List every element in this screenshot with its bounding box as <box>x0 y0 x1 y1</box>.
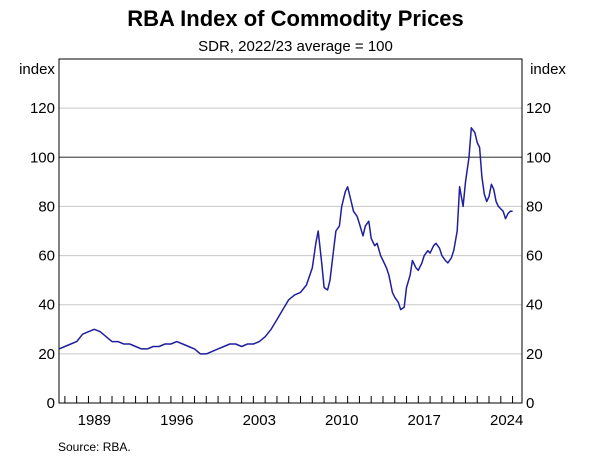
y-tick-label-left: 60 <box>38 248 55 265</box>
y-tick-label-right: 60 <box>526 248 543 265</box>
x-tick-label-2003: 2003 <box>243 412 276 429</box>
series-layer <box>58 127 513 355</box>
y-tick-label-left: 120 <box>30 100 55 117</box>
x-tick-label-2010: 2010 <box>325 412 358 429</box>
plot-frame <box>58 58 523 404</box>
y-tick-label-right: 80 <box>526 198 543 215</box>
y-tick-label-right: 100 <box>526 149 551 166</box>
y-tick-label-right: 20 <box>526 346 543 363</box>
x-tick-label-1996: 1996 <box>160 412 193 429</box>
x-tick-label-2024: 2024 <box>490 412 523 429</box>
y-axis-label-right: index <box>530 61 566 78</box>
y-tick-label-left: 0 <box>47 395 55 412</box>
y-tick-label-left: 80 <box>38 198 55 215</box>
x-tick-label-1989: 1989 <box>78 412 111 429</box>
x-tick-label-2017: 2017 <box>408 412 441 429</box>
y-tick-label-left: 100 <box>30 149 55 166</box>
series-line-0 <box>58 127 513 355</box>
chart-title: RBA Index of Commodity Prices <box>127 6 464 31</box>
chart-subtitle: SDR, 2022/23 average = 100 <box>198 38 393 55</box>
y-tick-label-left: 20 <box>38 346 55 363</box>
y-tick-label-right: 40 <box>526 297 543 314</box>
source-note: Source: RBA. <box>58 440 131 454</box>
grid-lines <box>59 107 522 355</box>
axis-ticks: 0 0 20 20 40 40 60 60 80 80 100 100 120 120 1989 1996 20… <box>30 100 551 429</box>
y-tick-label-right: 120 <box>526 100 551 117</box>
axis-labels: index index <box>19 61 566 78</box>
y-tick-label-right: 0 <box>526 395 534 412</box>
y-axis-label-left: index <box>19 61 55 78</box>
y-tick-label-left: 40 <box>38 297 55 314</box>
